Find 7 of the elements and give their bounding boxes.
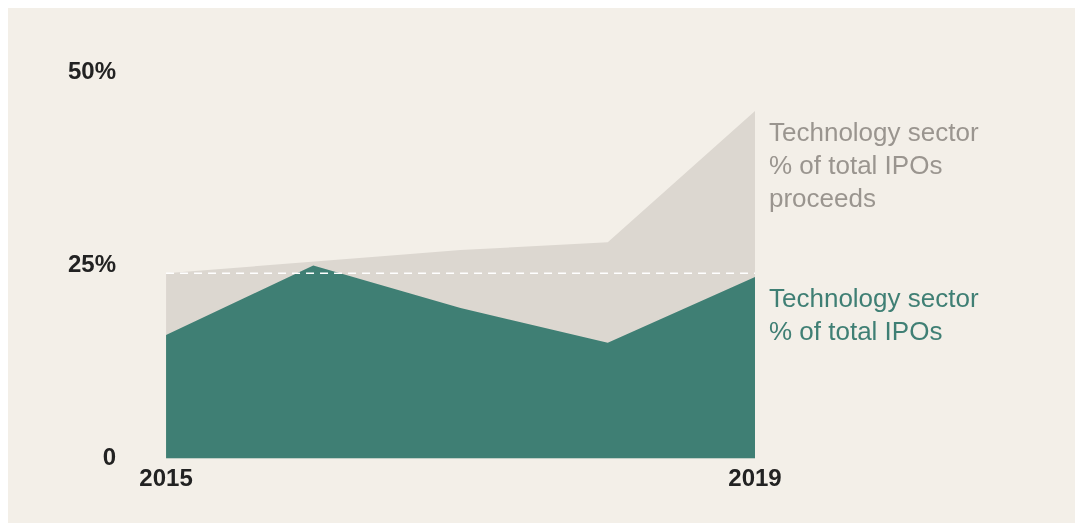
series-label: Technology sector % of total IPOs proceeds [769,117,979,214]
series-label: Technology sector % of total IPOs [769,283,979,347]
y-tick-label: 25% [67,250,117,278]
x-tick-label: 2019 [728,463,782,491]
x-tick-label: 2015 [139,463,193,491]
y-tick-label: 0 [102,443,117,471]
y-tick-label: 50% [67,57,117,85]
